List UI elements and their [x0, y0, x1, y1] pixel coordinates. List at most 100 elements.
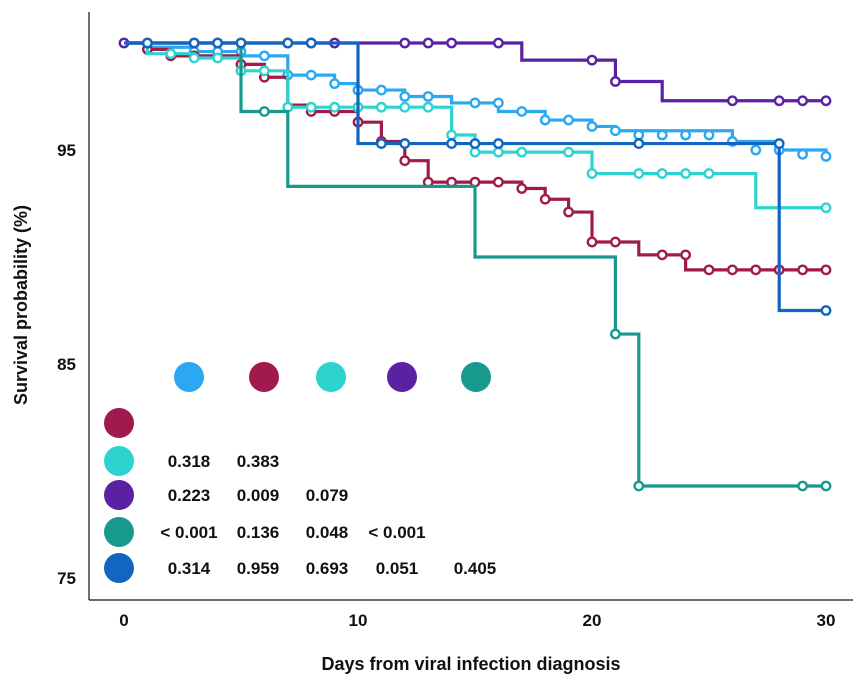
censor-mark: [727, 264, 738, 276]
censor-mark: [469, 146, 481, 158]
p-value: 0.314: [168, 559, 211, 578]
censor-mark: [422, 101, 434, 113]
censor-mark: [375, 101, 387, 113]
censor-mark: [399, 138, 411, 149]
censor-mark: [422, 37, 434, 49]
censor-mark: [656, 249, 668, 261]
censor-mark: [586, 121, 598, 132]
censor-mark: [422, 91, 434, 102]
series-5: [124, 37, 832, 316]
censor-mark: [305, 37, 317, 49]
censor-mark: [703, 129, 715, 141]
y-tick-label: 95: [57, 141, 76, 160]
censor-mark: [610, 328, 621, 340]
x-axis-label: Days from viral infection diagnosis: [321, 654, 620, 674]
censor-mark: [633, 480, 645, 492]
y-tick-labels: 75 85 95: [57, 141, 76, 588]
survival-curves: [118, 37, 832, 492]
censor-mark: [492, 146, 504, 158]
censor-mark: [305, 69, 317, 81]
censor-mark: [469, 97, 481, 109]
censor-mark: [212, 52, 224, 64]
p-value: 0.318: [168, 452, 211, 471]
p-value: 0.048: [306, 523, 349, 542]
legend-column-marker: [387, 362, 417, 392]
series-4: [124, 41, 832, 492]
p-value: < 0.001: [160, 523, 217, 542]
legend-row-marker: [104, 408, 134, 438]
y-axis-label: Survival probability (%): [11, 205, 31, 405]
x-tick-label: 20: [583, 611, 602, 630]
series-2: [124, 41, 832, 214]
survival-curve: [124, 41, 826, 313]
axes: [88, 12, 853, 601]
p-value: 0.136: [237, 523, 280, 542]
x-tick-label: 0: [119, 611, 128, 630]
censor-mark: [516, 146, 528, 158]
censor-mark: [750, 144, 762, 156]
censor-mark: [750, 264, 762, 276]
y-tick-label: 85: [57, 355, 76, 374]
censor-mark: [727, 95, 738, 107]
censor-mark: [375, 138, 387, 149]
censor-mark: [399, 155, 411, 167]
censor-mark: [656, 129, 668, 141]
censor-mark: [656, 168, 668, 179]
censor-mark: [492, 37, 504, 49]
x-tick-label: 10: [349, 611, 368, 630]
legend-column-marker: [249, 362, 279, 392]
censor-mark: [703, 264, 715, 276]
censor-mark: [282, 37, 294, 49]
censor-mark: [797, 480, 808, 492]
censor-mark: [680, 249, 691, 261]
censor-mark: [586, 236, 598, 248]
p-value: 0.009: [237, 486, 280, 505]
censor-mark: [586, 54, 598, 66]
censor-mark: [492, 138, 504, 149]
survival-curve: [124, 41, 826, 103]
censor-mark: [633, 129, 645, 141]
x-tick-label: 30: [817, 611, 836, 630]
censor-mark: [516, 183, 528, 194]
censor-mark: [820, 95, 832, 107]
censor-mark: [820, 480, 832, 492]
censor-mark: [680, 168, 691, 179]
p-value: < 0.001: [368, 523, 425, 542]
p-value: 0.959: [237, 559, 280, 578]
censor-mark: [797, 264, 808, 276]
censor-mark: [633, 138, 645, 149]
censor-mark: [258, 65, 270, 77]
series-3: [118, 37, 832, 107]
censor-mark: [563, 206, 574, 218]
censor-mark: [141, 37, 153, 49]
censor-mark: [399, 91, 411, 102]
legend-row-marker: [104, 446, 134, 476]
censor-mark: [399, 37, 411, 49]
censor-mark: [375, 84, 387, 96]
censor-mark: [610, 236, 621, 248]
legend-column-marker: [461, 362, 491, 392]
y-tick-label: 75: [57, 569, 76, 588]
censor-mark: [797, 148, 808, 160]
censor-mark: [633, 168, 645, 179]
censor-mark: [469, 138, 481, 149]
censor-mark: [492, 176, 504, 188]
censor-mark: [610, 76, 621, 87]
censor-mark: [773, 95, 785, 107]
survival-curve: [124, 41, 826, 210]
censor-mark: [820, 151, 832, 162]
censor-mark: [446, 138, 457, 149]
censor-mark: [820, 202, 832, 214]
censor-mark: [165, 48, 177, 60]
censor-mark: [492, 97, 504, 109]
censor-mark: [235, 37, 247, 49]
censor-mark: [212, 37, 224, 49]
p-value: 0.079: [306, 486, 349, 505]
censor-mark: [773, 138, 785, 149]
legend-column-marker: [316, 362, 346, 392]
censor-mark: [329, 101, 340, 113]
censor-mark: [258, 50, 270, 62]
censor-mark: [516, 106, 528, 117]
legend-row-marker: [104, 517, 134, 547]
